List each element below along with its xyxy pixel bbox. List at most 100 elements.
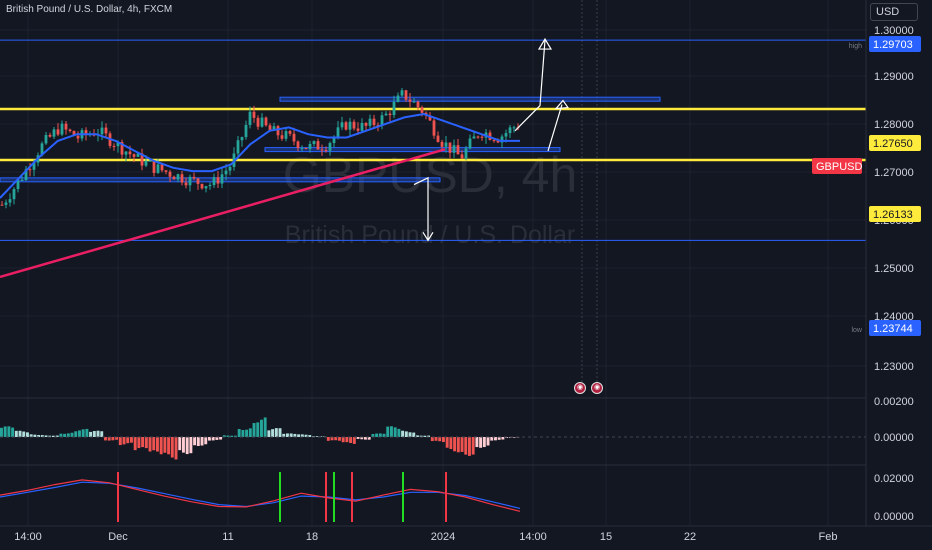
projection-arrows[interactable] <box>413 37 570 242</box>
osc1-tick-label: 0.00200 <box>874 396 914 408</box>
candle <box>16 180 20 190</box>
price-badge-label: 1.26133 <box>873 209 913 221</box>
histogram-bar <box>44 435 48 437</box>
histogram-bar <box>11 427 15 437</box>
candle <box>352 121 356 129</box>
candle <box>280 135 284 139</box>
moving-average-line <box>0 112 520 199</box>
histogram-bar <box>148 437 152 452</box>
histogram-bar <box>364 437 367 440</box>
price-tick-label: 1.25000 <box>874 263 914 275</box>
price-badge-label: 1.23744 <box>873 323 913 335</box>
candle <box>40 143 44 156</box>
candle <box>364 122 368 126</box>
arrowhead-up-2 <box>554 99 570 110</box>
candle <box>312 141 316 144</box>
histogram-bar <box>211 437 215 441</box>
histogram-bar <box>81 429 85 437</box>
candle <box>32 162 36 170</box>
flag-icon[interactable]: ◉ <box>591 382 603 394</box>
candle <box>60 123 64 135</box>
candle <box>376 124 380 126</box>
histogram-bar <box>308 435 312 437</box>
signal-line <box>0 481 521 509</box>
histogram-bar <box>74 431 78 437</box>
candle <box>356 128 360 131</box>
candle <box>48 134 52 137</box>
flag-icon[interactable]: ◉ <box>574 382 586 394</box>
candle <box>180 174 184 183</box>
candle <box>436 135 440 142</box>
candle <box>296 141 300 149</box>
histogram-bar <box>189 437 193 454</box>
candle <box>72 131 76 136</box>
candle <box>52 129 56 137</box>
histogram-bar <box>66 433 70 437</box>
histogram-bar <box>248 428 252 437</box>
histogram-oscillator <box>0 417 866 460</box>
time-axis-ticks: 14:00 Dec 11 18 2024 14:00 15 22 Feb <box>14 531 837 543</box>
arrowhead-up <box>537 37 553 50</box>
candle <box>216 177 220 184</box>
moving-average <box>0 112 520 199</box>
price-badge-label: GBPUSD <box>816 161 863 173</box>
candle <box>196 178 200 184</box>
trendline-group[interactable] <box>0 148 446 279</box>
histogram-bar <box>100 431 104 437</box>
candle <box>20 179 24 181</box>
grid <box>0 0 866 526</box>
histogram-bar <box>118 437 122 446</box>
oscillator-line <box>0 479 521 512</box>
candle <box>496 140 500 143</box>
support-resistance-zones[interactable] <box>0 96 661 183</box>
candle <box>176 174 180 180</box>
histogram-bar <box>378 433 382 437</box>
time-axis-panel[interactable] <box>0 526 932 550</box>
time-tick-label: 18 <box>306 531 318 543</box>
histogram-bar <box>274 428 278 437</box>
histogram-bar <box>456 437 460 453</box>
price-tick-label: 1.23000 <box>874 361 914 373</box>
histogram-bar <box>126 437 130 444</box>
candle <box>508 127 512 134</box>
histogram-bar <box>222 435 226 437</box>
histogram-bar <box>512 437 516 438</box>
histogram-bar <box>315 436 319 437</box>
histogram-bar <box>297 434 301 437</box>
candle <box>504 133 508 137</box>
histogram-bar <box>219 437 223 440</box>
histogram-bar <box>438 437 442 442</box>
histogram-bar <box>445 437 449 448</box>
histogram-bar <box>78 430 81 437</box>
histogram-bar <box>501 437 505 440</box>
price-axis-panel[interactable] <box>866 0 932 550</box>
horizontal-levels[interactable] <box>0 39 866 241</box>
projection-up-path <box>514 40 546 132</box>
histogram-bar <box>497 437 501 440</box>
time-tick-label: 22 <box>684 531 696 543</box>
candle <box>368 118 372 126</box>
candle <box>308 143 312 149</box>
histogram-bar <box>468 437 471 456</box>
candle <box>156 164 160 173</box>
candle <box>268 125 272 131</box>
trendline <box>0 148 446 279</box>
price-tick-label: 1.28000 <box>874 119 914 131</box>
candle <box>272 126 276 131</box>
histogram-bar <box>33 434 37 437</box>
candle <box>188 176 192 186</box>
candle <box>372 118 376 125</box>
candle <box>168 171 172 177</box>
histogram-bar <box>59 433 63 437</box>
candle <box>392 101 396 116</box>
time-tick-label: 15 <box>600 531 612 543</box>
histogram-bar <box>3 426 7 437</box>
candle <box>148 160 152 162</box>
price-badge <box>812 158 862 174</box>
candle <box>332 136 336 144</box>
candle <box>468 138 472 149</box>
symbol-title[interactable]: British Pound / U.S. Dollar, 4h, FXCM <box>6 4 173 15</box>
currency-selector[interactable]: USD <box>870 3 918 21</box>
price-badge-label: 1.29703 <box>873 39 913 51</box>
